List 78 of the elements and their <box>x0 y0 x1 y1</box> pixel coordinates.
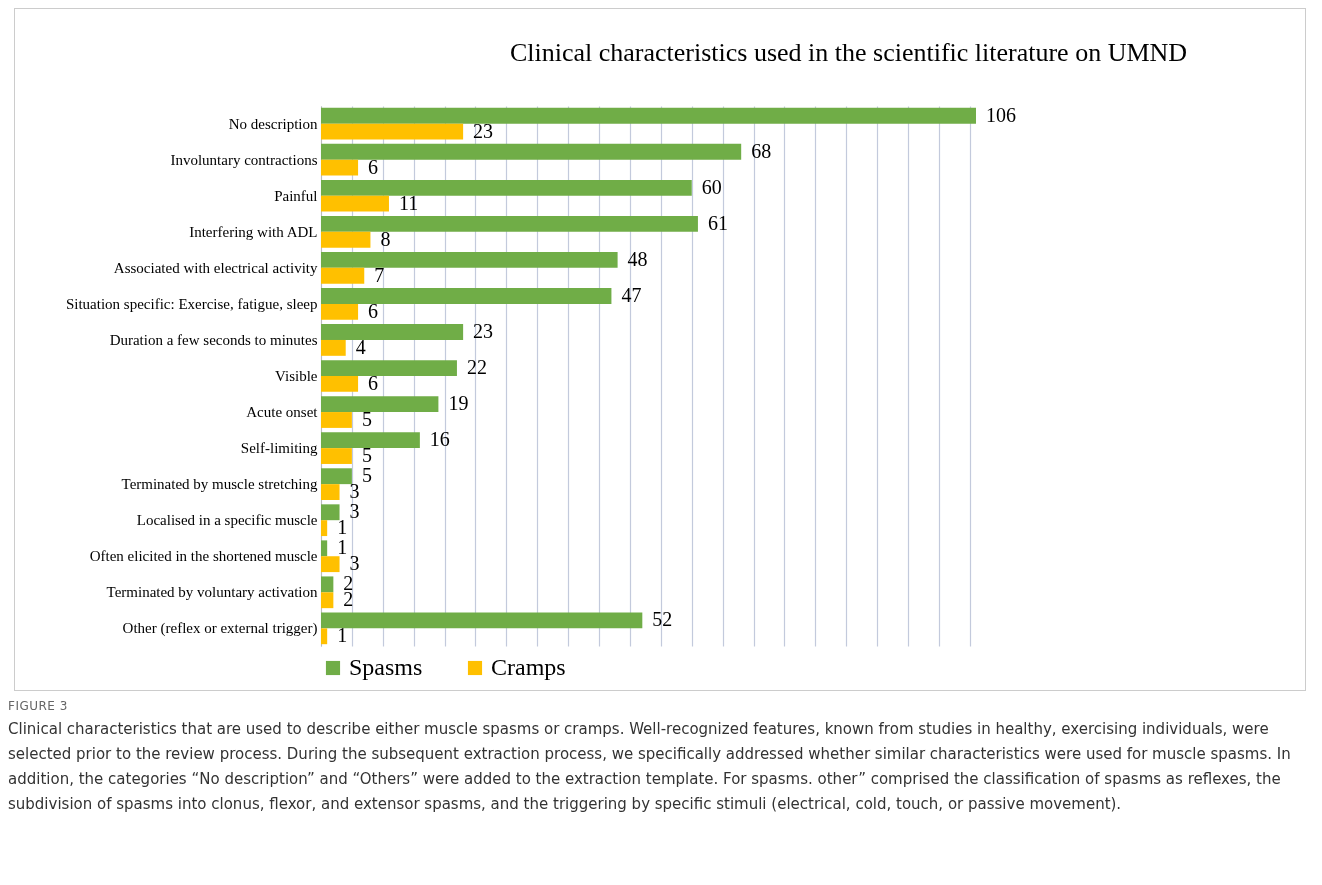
bar <box>321 288 612 304</box>
bar <box>321 143 742 160</box>
y-tick-label: Localised in a specific muscle <box>136 512 318 529</box>
data-label: 47 <box>621 283 642 306</box>
bar <box>321 159 359 176</box>
y-tick-label: Situation specific: Exercise, fatigue, sleep <box>65 295 318 312</box>
data-label: 22 <box>466 356 487 379</box>
bar <box>321 179 692 196</box>
y-tick-label: Interfering with ADL <box>189 223 318 240</box>
y-tick-label: Duration a few seconds to minutes <box>109 331 318 348</box>
bar <box>321 231 371 248</box>
data-label: 1 <box>337 624 348 647</box>
data-label: 8 <box>380 227 391 250</box>
y-tick-label: Terminated by muscle stretching <box>121 476 318 493</box>
data-label: 5 <box>361 464 372 487</box>
data-label: 7 <box>374 263 385 286</box>
data-label: 6 <box>368 299 379 322</box>
data-label: 23 <box>473 320 494 343</box>
bar <box>321 412 352 428</box>
data-label: 23 <box>473 119 494 142</box>
data-label: 16 <box>429 428 450 451</box>
chart-title: Clinical characteristics used in the scientific literature on UMND <box>509 37 1188 67</box>
y-tick-label: Self-limiting <box>240 440 318 457</box>
bar <box>321 628 328 645</box>
data-label: 19 <box>448 392 469 415</box>
data-label: 4 <box>355 335 366 358</box>
data-label: 52 <box>652 608 673 631</box>
data-label: 3 <box>349 480 360 503</box>
y-tick-label: Other (reflex or external trigger) <box>122 620 318 638</box>
bar <box>321 484 340 501</box>
legend-label: Spasms <box>349 654 423 680</box>
bar <box>321 556 340 573</box>
bar <box>321 267 365 284</box>
legend-label: Cramps <box>491 654 566 680</box>
data-label: 6 <box>368 155 379 178</box>
y-tick-label: Painful <box>274 187 318 204</box>
bar <box>321 339 346 356</box>
bar <box>321 123 464 140</box>
bar <box>321 520 328 537</box>
bar <box>321 612 643 629</box>
data-label: 11 <box>398 191 419 214</box>
bar <box>321 448 352 464</box>
bar <box>321 303 359 320</box>
bar <box>321 324 464 340</box>
y-tick-label: Associated with electrical activity <box>113 259 318 276</box>
data-label: 5 <box>361 444 372 467</box>
bar <box>321 251 618 268</box>
y-tick-label: No description <box>228 115 318 132</box>
y-tick-label: Often elicited in the shortened muscle <box>89 548 318 565</box>
data-label: 68 <box>751 139 772 162</box>
bar <box>321 540 328 557</box>
data-label: 3 <box>349 500 360 523</box>
caption: FIGURE 3 <box>8 699 69 713</box>
bar <box>321 468 352 485</box>
bar <box>321 576 334 593</box>
bar <box>321 432 420 449</box>
bar <box>321 215 698 232</box>
data-label: 5 <box>361 407 372 430</box>
bar <box>321 107 976 124</box>
bar <box>321 376 359 392</box>
bar <box>321 592 334 609</box>
y-tick-label: Involuntary contractions <box>170 151 318 168</box>
y-tick-label: Visible <box>275 368 318 384</box>
data-label: 6 <box>368 371 379 394</box>
data-label: 60 <box>701 175 722 198</box>
bar <box>321 360 457 376</box>
y-tick-label: Terminated by voluntary activation <box>106 584 318 601</box>
text: Clinical characteristics that are used to describe either muscle spasms or cramps. Well-recognized features, known from studies in healthy, exercising individuals, were selected prior to the review process. During the subsequent extraction process, we specifically addressed whether similar characteristics were used for muscle spasms. In addition, the categories “No description” and “Others” were added to the extraction template. For spasms. other” comprised the classification of spasms as reflexes, the subdivision of spasms into clonus, flexor, and extensor spasms, and the triggering by specific stimuli (electrical, cold, touch, or passive movement). <box>8 719 1292 815</box>
data-label: 1 <box>337 536 348 559</box>
bar <box>321 504 340 521</box>
data-label: 3 <box>349 552 360 575</box>
data-label: 48 <box>627 247 648 270</box>
bar <box>321 396 439 413</box>
data-label: 1 <box>337 516 348 539</box>
data-label: 106 <box>986 103 1016 126</box>
bar <box>321 195 389 212</box>
data-label: 61 <box>707 211 728 234</box>
y-tick-label: Acute onset <box>246 404 319 421</box>
